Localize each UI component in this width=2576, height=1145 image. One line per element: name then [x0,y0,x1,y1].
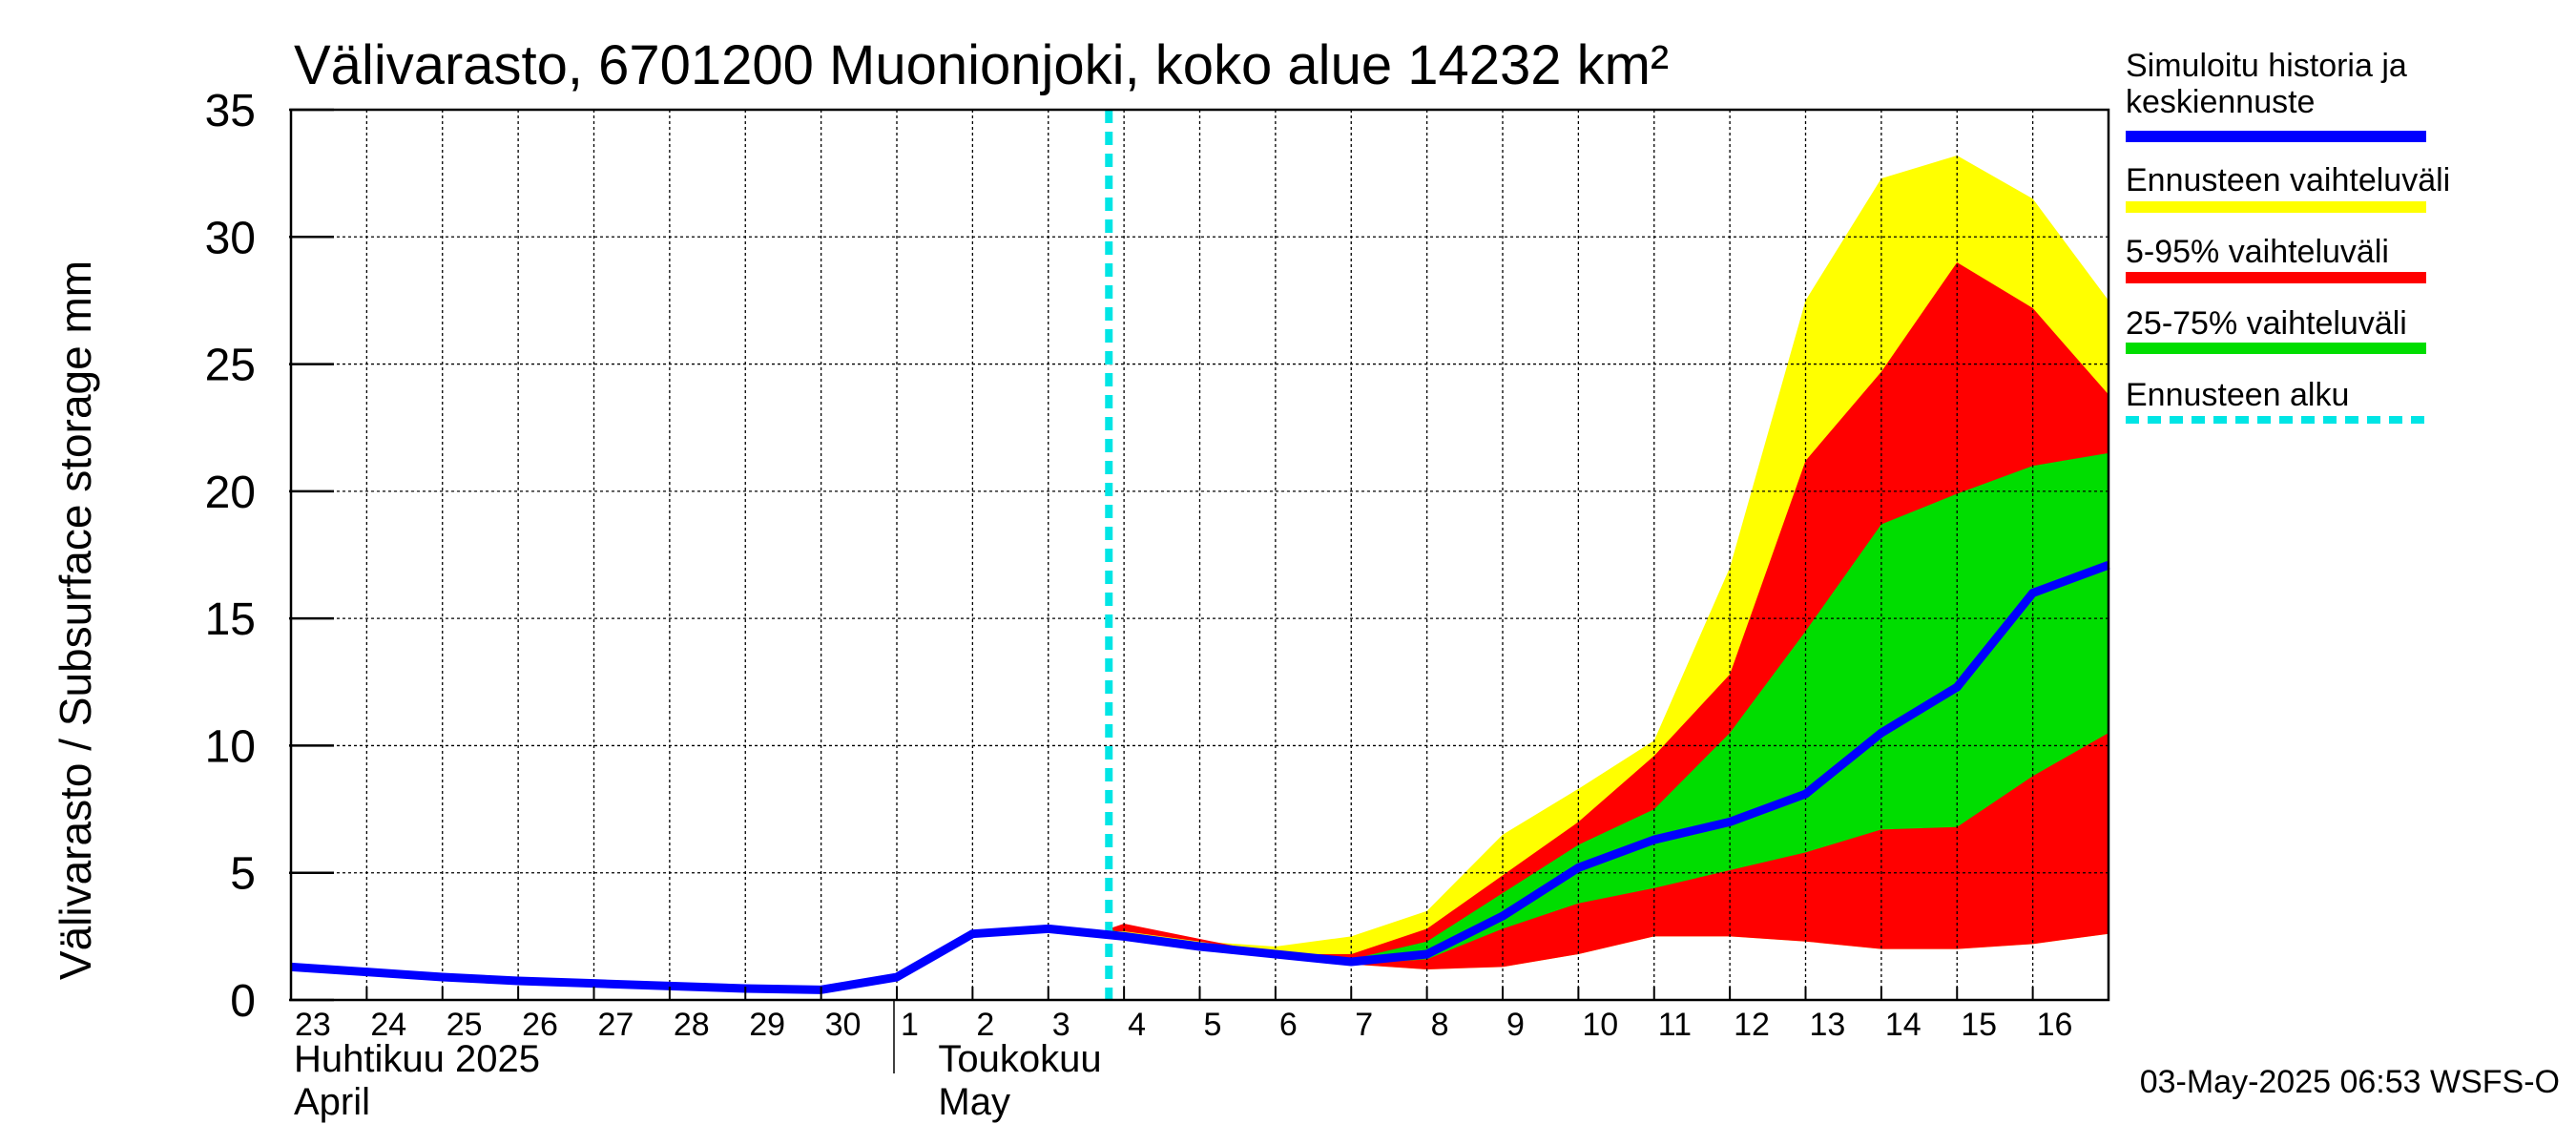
x-tick-label: 5 [1204,1007,1222,1043]
legend-label: Simuloitu historia ja [2126,48,2407,84]
x-tick-label: 2 [976,1007,994,1043]
y-tick-label: 5 [230,849,256,900]
y-tick-label: 30 [205,213,256,263]
month-label-en: April [294,1081,370,1123]
x-tick-label: 7 [1355,1007,1373,1043]
x-tick-label: 8 [1431,1007,1449,1043]
legend-label: Ennusteen alku [2126,377,2349,413]
legend-label: keskiennuste [2126,84,2315,120]
y-axis-label: Välivarasto / Subsurface storage mm [51,260,100,980]
x-tick-label: 1 [901,1007,919,1043]
y-tick-label: 15 [205,594,256,645]
y-tick-label: 10 [205,721,256,772]
x-tick-label: 3 [1052,1007,1070,1043]
x-tick-label: 28 [674,1007,710,1043]
x-tick-label: 13 [1810,1007,1846,1043]
y-tick-label: 0 [230,976,256,1027]
y-tick-label: 25 [205,341,256,391]
x-tick-label: 30 [825,1007,862,1043]
month-label: Toukokuu [938,1038,1101,1080]
x-tick-label: 29 [749,1007,785,1043]
x-tick-label: 27 [598,1007,634,1043]
x-tick-label: 9 [1506,1007,1525,1043]
x-tick-label: 6 [1279,1007,1298,1043]
footer-timestamp: 03-May-2025 06:53 WSFS-O [2140,1064,2560,1100]
x-tick-label: 24 [370,1007,406,1043]
x-tick-label: 26 [522,1007,558,1043]
y-tick-label: 20 [205,468,256,518]
x-tick-label: 14 [1885,1007,1922,1043]
legend-label: 5-95% vaihteluväli [2126,234,2389,270]
x-tick-label: 10 [1582,1007,1618,1043]
legend-label: 25-75% vaihteluväli [2126,305,2407,342]
forecast-bands [1109,155,2109,970]
series-line-3 [290,560,2110,994]
chart-title: Välivarasto, 6701200 Muonionjoki, koko a… [294,34,1669,96]
band-2 [1109,452,2109,965]
x-tick-label: 4 [1128,1007,1146,1043]
month-label-en: May [938,1081,1010,1123]
x-tick-label: 15 [1961,1007,1997,1043]
legend-label: Ennusteen vaihteluväli [2126,162,2450,198]
series-lines [290,110,2110,1000]
y-tick-label: 35 [205,86,256,136]
month-label: Huhtikuu 2025 [294,1038,540,1080]
x-tick-label: 23 [295,1007,331,1043]
x-tick-label: 12 [1734,1007,1770,1043]
x-tick-label: 25 [447,1007,483,1043]
x-tick-label: 16 [2037,1007,2073,1043]
x-tick-label: 11 [1658,1007,1692,1043]
